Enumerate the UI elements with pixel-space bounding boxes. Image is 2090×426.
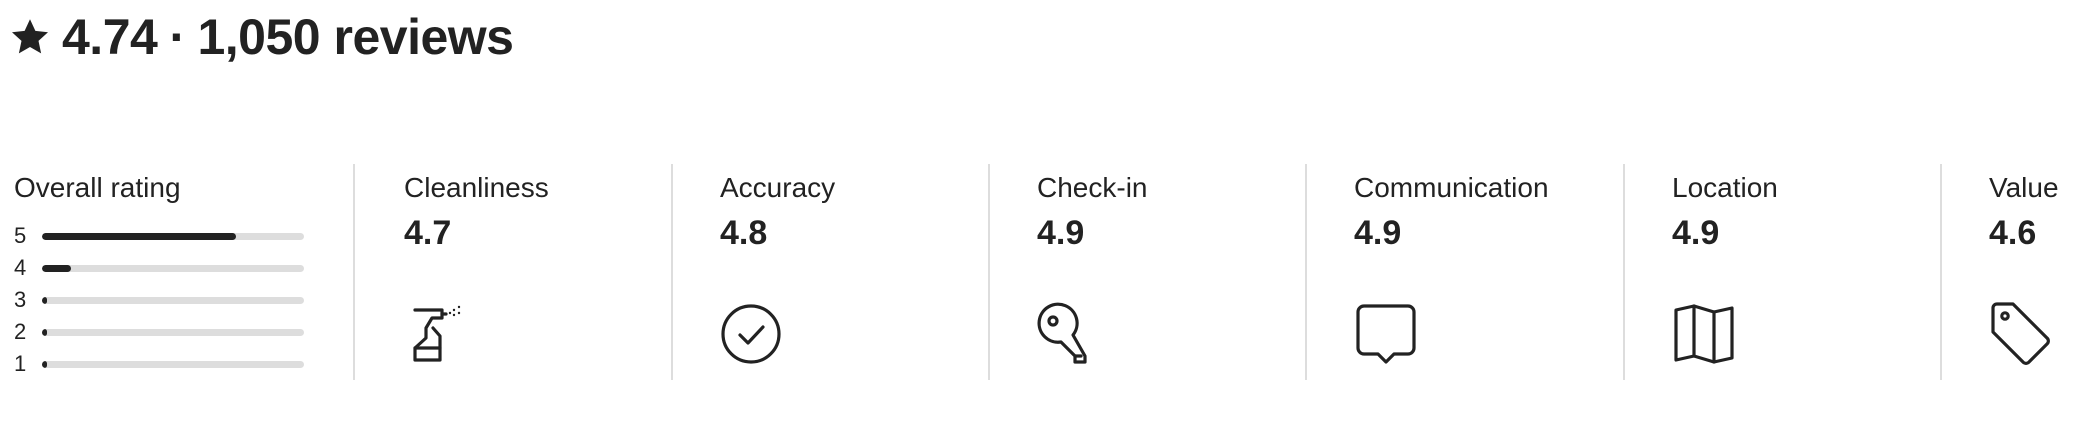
chat-bubble-icon — [1354, 302, 1418, 366]
distribution-row-3: 3 — [14, 286, 314, 314]
map-icon — [1672, 302, 1736, 366]
category-score: 4.9 — [1672, 214, 1720, 252]
column-divider — [1940, 164, 1942, 380]
column-divider — [988, 164, 990, 380]
distribution-bar — [42, 265, 71, 272]
distribution-star-label: 1 — [14, 351, 27, 376]
category-label: Accuracy — [720, 172, 836, 203]
category-accuracy: Accuracy 4.8 — [720, 164, 1020, 380]
category-location: Location 4.9 — [1672, 164, 1972, 380]
distribution-row-4: 4 — [14, 254, 314, 282]
category-label: Communication — [1354, 172, 1549, 203]
category-label: Location — [1672, 172, 1778, 203]
overall-rating-section: Overall rating 5 4 3 2 1 — [0, 164, 350, 380]
category-check-in: Check-in 4.9 — [1037, 164, 1337, 380]
distribution-bar — [42, 233, 236, 240]
distribution-star-label: 2 — [14, 319, 27, 344]
distribution-row-5: 5 — [14, 222, 314, 250]
distribution-bar — [42, 329, 48, 336]
rating-summary-header: 4.74 · 1,050 reviews — [10, 8, 514, 66]
column-divider — [1623, 164, 1625, 380]
category-value: Value 4.6 — [1989, 164, 2090, 380]
check-circle-icon — [720, 302, 784, 366]
key-icon — [1037, 302, 1101, 366]
distribution-track — [42, 361, 304, 368]
overall-rating-label: Overall rating — [14, 172, 181, 203]
distribution-bar — [42, 361, 48, 368]
header-separator: · — [169, 9, 186, 65]
category-score: 4.9 — [1354, 214, 1402, 252]
distribution-star-label: 3 — [14, 287, 27, 312]
category-score: 4.7 — [404, 214, 452, 252]
distribution-track — [42, 297, 304, 304]
overall-rating-value: 4.74 — [62, 9, 158, 65]
category-label: Check-in — [1037, 172, 1148, 203]
review-count: 1,050 reviews — [197, 9, 514, 65]
distribution-track — [42, 233, 304, 240]
distribution-row-1: 1 — [14, 350, 314, 378]
distribution-star-label: 4 — [14, 255, 27, 280]
spray-bottle-icon — [404, 302, 468, 366]
distribution-track — [42, 329, 304, 336]
category-communication: Communication 4.9 — [1354, 164, 1654, 380]
distribution-star-label: 5 — [14, 223, 27, 248]
category-score: 4.8 — [720, 214, 768, 252]
category-cleanliness: Cleanliness 4.7 — [404, 164, 704, 380]
column-divider — [1305, 164, 1307, 380]
star-icon — [10, 17, 50, 57]
column-divider — [353, 164, 355, 380]
column-divider — [671, 164, 673, 380]
distribution-bar — [42, 297, 48, 304]
category-label: Value — [1989, 172, 2059, 203]
rating-breakdown: Overall rating 5 4 3 2 1 Cleanliness 4.7 — [0, 164, 2090, 380]
category-score: 4.9 — [1037, 214, 1085, 252]
distribution-track — [42, 265, 304, 272]
category-score: 4.6 — [1989, 214, 2037, 252]
price-tag-icon — [1989, 302, 2053, 366]
category-label: Cleanliness — [404, 172, 549, 203]
distribution-row-2: 2 — [14, 318, 314, 346]
